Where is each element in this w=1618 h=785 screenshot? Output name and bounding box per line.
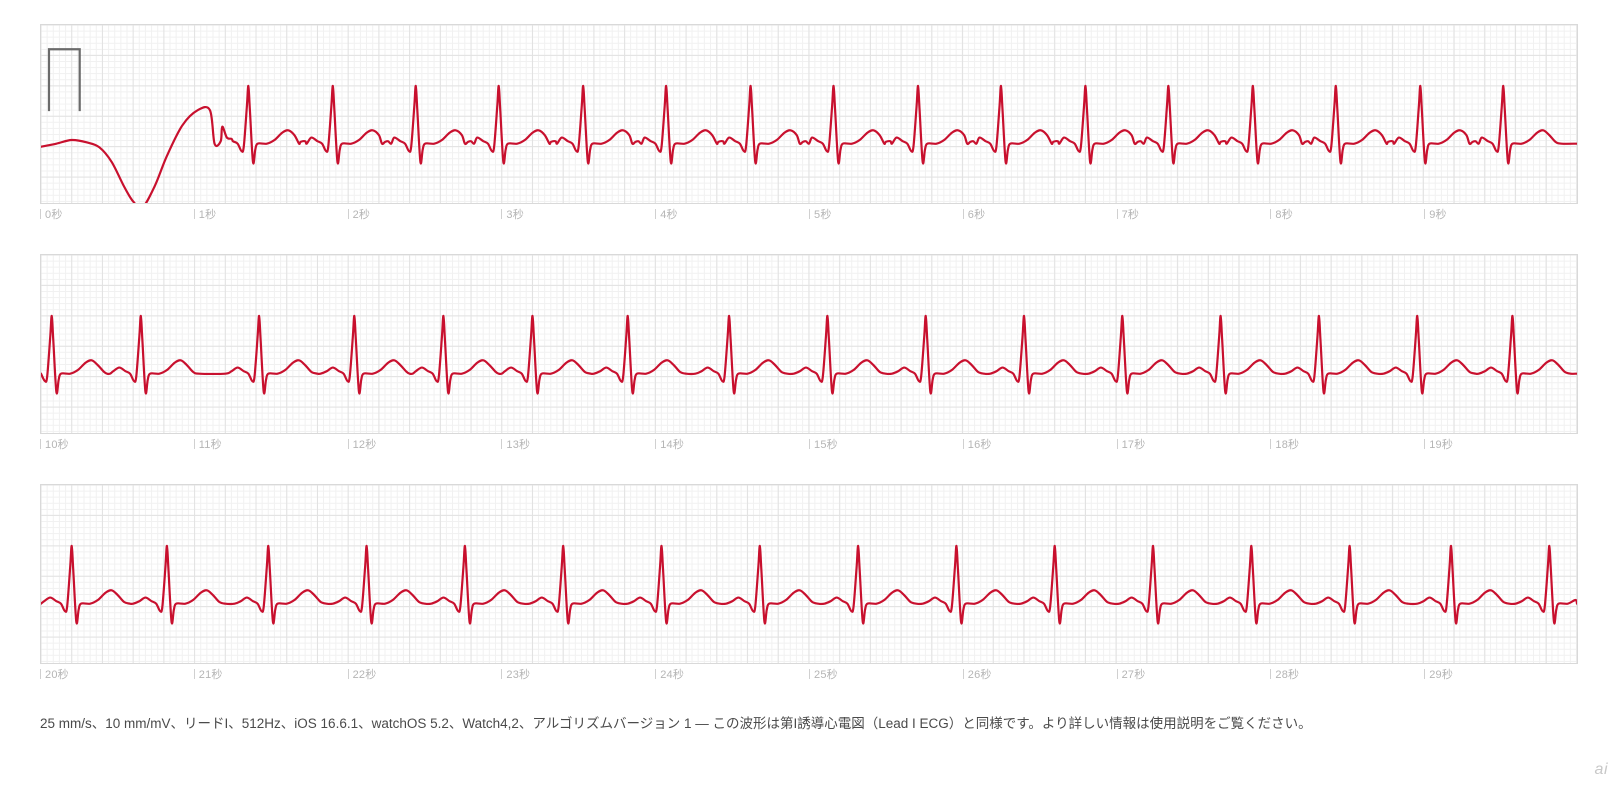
time-tick: 18秒 — [1270, 436, 1299, 452]
time-tick: 13秒 — [501, 436, 530, 452]
time-tick: 22秒 — [348, 666, 377, 682]
time-tick: 0秒 — [40, 206, 63, 222]
time-tick: 19秒 — [1424, 436, 1453, 452]
time-tick: 14秒 — [655, 436, 684, 452]
time-tick: 7秒 — [1117, 206, 1140, 222]
time-tick: 28秒 — [1270, 666, 1299, 682]
ecg-strip-2 — [40, 254, 1578, 434]
ecg-strip-3 — [40, 484, 1578, 664]
time-tick: 21秒 — [194, 666, 223, 682]
ecg-strip-svg — [41, 25, 1577, 203]
time-tick: 9秒 — [1424, 206, 1447, 222]
time-tick: 3秒 — [501, 206, 524, 222]
time-tick: 10秒 — [40, 436, 69, 452]
recording-parameters-footer: 25 mm/s、10 mm/mV、リードI、512Hz、iOS 16.6.1、w… — [40, 714, 1578, 735]
ecg-strip-1-timeaxis: 0秒 1秒 2秒 3秒 4秒 5秒 6秒 7秒 8秒 9秒 — [40, 206, 1578, 224]
time-tick: 5秒 — [809, 206, 832, 222]
ecg-strip-2-wrap: 10秒 11秒 12秒 13秒 14秒 15秒 16秒 17秒 18秒 19秒 — [40, 254, 1578, 454]
ecg-strip-svg — [41, 485, 1577, 663]
time-tick: 4秒 — [655, 206, 678, 222]
time-tick: 1秒 — [194, 206, 217, 222]
time-tick: 25秒 — [809, 666, 838, 682]
ecg-strip-2-timeaxis: 10秒 11秒 12秒 13秒 14秒 15秒 16秒 17秒 18秒 19秒 — [40, 436, 1578, 454]
ecg-strip-3-wrap: 20秒 21秒 22秒 23秒 24秒 25秒 26秒 27秒 28秒 29秒 — [40, 484, 1578, 684]
ecg-strip-svg — [41, 255, 1577, 433]
ecg-strip-1 — [40, 24, 1578, 204]
ecg-report-page: 0秒1秒2秒3秒4秒5秒6秒7秒8秒9秒 10秒11秒12秒13秒14秒15秒1… — [0, 0, 1618, 785]
time-tick: 6秒 — [963, 206, 986, 222]
time-tick: 26秒 — [963, 666, 992, 682]
time-tick: 23秒 — [501, 666, 530, 682]
time-tick: 15秒 — [809, 436, 838, 452]
watermark: ai — [1595, 761, 1608, 779]
time-tick: 17秒 — [1117, 436, 1146, 452]
time-tick: 16秒 — [963, 436, 992, 452]
time-tick: 8秒 — [1270, 206, 1293, 222]
time-tick: 24秒 — [655, 666, 684, 682]
ecg-strip-1-wrap: 0秒 1秒 2秒 3秒 4秒 5秒 6秒 7秒 8秒 9秒 — [40, 24, 1578, 224]
time-tick: 11秒 — [194, 436, 222, 452]
time-tick: 20秒 — [40, 666, 69, 682]
ecg-strip-3-timeaxis: 20秒 21秒 22秒 23秒 24秒 25秒 26秒 27秒 28秒 29秒 — [40, 666, 1578, 684]
time-tick: 12秒 — [348, 436, 377, 452]
time-tick: 2秒 — [348, 206, 371, 222]
time-tick: 27秒 — [1117, 666, 1146, 682]
time-tick: 29秒 — [1424, 666, 1453, 682]
